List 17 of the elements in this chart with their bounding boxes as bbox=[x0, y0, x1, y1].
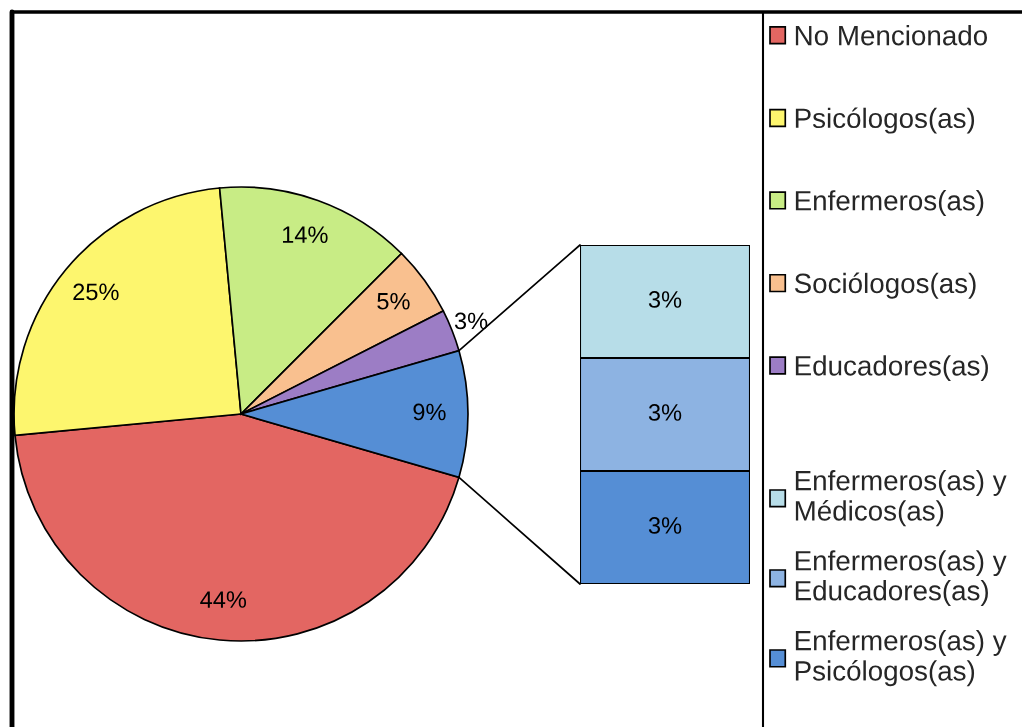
data-label: 25% bbox=[73, 283, 119, 301]
data-label: 3% bbox=[648, 404, 682, 421]
data-label: 44% bbox=[200, 591, 247, 608]
legend-label: No Mencionado bbox=[795, 25, 988, 46]
data-label: 14% bbox=[282, 226, 328, 243]
data-label: 5% bbox=[377, 292, 410, 310]
data-label: 3% bbox=[454, 312, 488, 330]
data-label: 3% bbox=[648, 517, 682, 534]
legend-label: Educadores(as) bbox=[795, 355, 988, 382]
legend-label: Enfermeros(as) y Psicólogos(as) bbox=[795, 630, 1007, 687]
legend-label: Enfermeros(as) bbox=[795, 190, 984, 216]
legend-label: Enfermeros(as) y Médicos(as) bbox=[795, 470, 1007, 527]
legend-label: Sociólogos(as) bbox=[794, 272, 976, 299]
legend-label: Enfermeros(as) y Educadores(as) bbox=[795, 550, 1007, 606]
data-label: 3% bbox=[648, 291, 682, 308]
data-label: 9% bbox=[413, 403, 446, 421]
legend-label: Psicólogos(as) bbox=[795, 107, 975, 134]
